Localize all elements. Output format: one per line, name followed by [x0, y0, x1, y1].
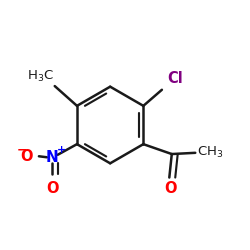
Text: Cl: Cl — [167, 71, 182, 86]
Text: O: O — [46, 181, 58, 196]
Text: CH$_3$: CH$_3$ — [196, 145, 223, 160]
Text: H$_3$C: H$_3$C — [26, 69, 54, 84]
Text: +: + — [57, 145, 66, 155]
Text: O: O — [20, 149, 32, 164]
Text: N: N — [46, 150, 59, 165]
Text: −: − — [16, 143, 27, 156]
Text: O: O — [164, 180, 177, 196]
